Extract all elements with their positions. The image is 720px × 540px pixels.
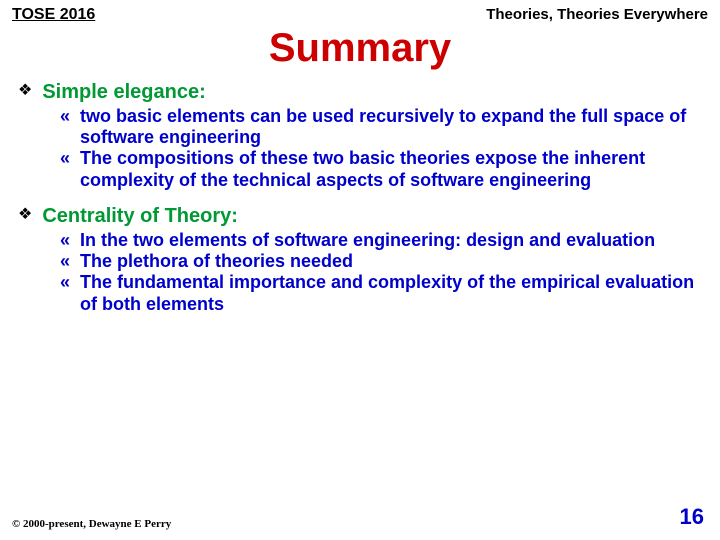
bullet-line: ❖ Centrality of Theory:: [18, 205, 702, 228]
sub-list: « two basic elements can be used recursi…: [18, 106, 702, 191]
bullet-label: Simple elegance:: [42, 81, 205, 104]
sub-list: « In the two elements of software engine…: [18, 230, 702, 315]
slide-header: TOSE 2016 Theories, Theories Everywhere: [0, 0, 720, 24]
diamond-bullet-icon: ❖: [18, 205, 32, 224]
guillemet-bullet-icon: «: [60, 106, 70, 127]
guillemet-bullet-icon: «: [60, 148, 70, 169]
sub-bullet-item: « The plethora of theories needed: [60, 251, 702, 272]
slide-footer: © 2000-present, Dewayne E Perry 16: [0, 504, 720, 530]
sub-bullet-text: In the two elements of software engineer…: [80, 230, 655, 251]
bullet-line: ❖ Simple elegance:: [18, 81, 702, 104]
header-left: TOSE 2016: [12, 6, 95, 24]
sub-bullet-text: two basic elements can be used recursive…: [80, 106, 702, 148]
guillemet-bullet-icon: «: [60, 251, 70, 272]
header-right: Theories, Theories Everywhere: [486, 6, 708, 23]
sub-bullet-item: « The fundamental importance and complex…: [60, 272, 702, 314]
sub-bullet-item: « In the two elements of software engine…: [60, 230, 702, 251]
footer-copyright: © 2000-present, Dewayne E Perry: [12, 518, 171, 530]
bullet-item: ❖ Centrality of Theory: « In the two ele…: [18, 205, 702, 315]
sub-bullet-text: The plethora of theories needed: [80, 251, 353, 272]
bullet-item: ❖ Simple elegance: « two basic elements …: [18, 81, 702, 191]
bullet-label: Centrality of Theory:: [42, 205, 238, 228]
slide-title: Summary: [0, 26, 720, 71]
slide-content: ❖ Simple elegance: « two basic elements …: [0, 81, 720, 315]
guillemet-bullet-icon: «: [60, 272, 70, 293]
diamond-bullet-icon: ❖: [18, 81, 32, 100]
sub-bullet-item: « The compositions of these two basic th…: [60, 148, 702, 190]
sub-bullet-text: The fundamental importance and complexit…: [80, 272, 702, 314]
sub-bullet-text: The compositions of these two basic theo…: [80, 148, 702, 190]
guillemet-bullet-icon: «: [60, 230, 70, 251]
footer-page-number: 16: [680, 504, 704, 530]
sub-bullet-item: « two basic elements can be used recursi…: [60, 106, 702, 148]
slide: TOSE 2016 Theories, Theories Everywhere …: [0, 0, 720, 540]
